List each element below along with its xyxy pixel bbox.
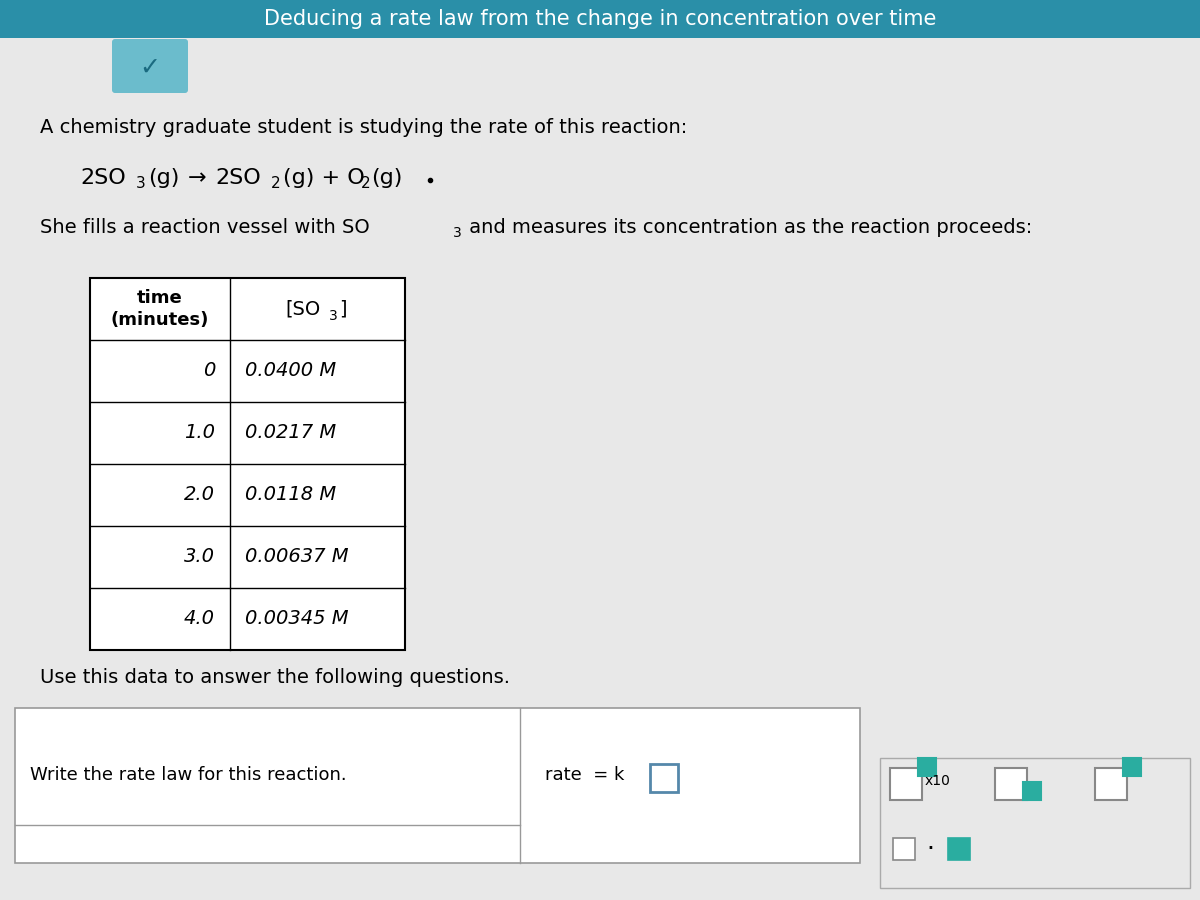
Text: 0.00345 M: 0.00345 M	[245, 609, 349, 628]
Text: 3.0: 3.0	[184, 547, 215, 566]
Text: →: →	[188, 168, 206, 188]
Bar	[918, 758, 936, 776]
Text: ·: ·	[926, 837, 934, 861]
Bar	[14, 708, 860, 863]
Text: 2SO: 2SO	[80, 168, 126, 188]
Text: rate  = k: rate = k	[545, 767, 624, 785]
Text: 0.0400 M: 0.0400 M	[245, 362, 336, 381]
Text: Deducing a rate law from the change in concentration over time: Deducing a rate law from the change in c…	[264, 9, 936, 29]
Text: 2: 2	[271, 176, 281, 191]
Text: A chemistry graduate student is studying the rate of this reaction:: A chemistry graduate student is studying…	[40, 118, 688, 137]
FancyBboxPatch shape	[112, 39, 188, 93]
Text: She fills a reaction vessel with SO: She fills a reaction vessel with SO	[40, 218, 370, 237]
Text: [SO: [SO	[286, 300, 320, 319]
Bar	[1096, 768, 1127, 800]
Text: ✓: ✓	[139, 56, 161, 80]
Text: Write the rate law for this reaction.: Write the rate law for this reaction.	[30, 767, 347, 785]
Text: (g): (g)	[148, 168, 179, 188]
Text: 2: 2	[361, 176, 371, 191]
Text: 3: 3	[136, 176, 145, 191]
Text: 1.0: 1.0	[184, 424, 215, 443]
Bar	[880, 758, 1190, 888]
Text: 0: 0	[203, 362, 215, 381]
Text: time
(minutes): time (minutes)	[110, 289, 209, 329]
Text: (g) + O: (g) + O	[283, 168, 365, 188]
Bar	[948, 838, 970, 860]
Text: 0.00637 M: 0.00637 M	[245, 547, 349, 566]
Bar	[893, 838, 916, 860]
Bar	[995, 768, 1027, 800]
Bar	[0, 0, 1200, 38]
Text: (g): (g)	[371, 168, 402, 188]
Bar	[1022, 782, 1042, 800]
Text: 3: 3	[454, 226, 462, 240]
Text: 4.0: 4.0	[184, 609, 215, 628]
Text: 0.0118 M: 0.0118 M	[245, 485, 336, 505]
Text: 2SO: 2SO	[215, 168, 260, 188]
Text: 3: 3	[329, 309, 337, 323]
Bar	[90, 278, 406, 650]
Text: ]: ]	[340, 300, 347, 319]
Bar	[890, 768, 922, 800]
Text: 2.0: 2.0	[184, 485, 215, 505]
Text: and measures its concentration as the reaction proceeds:: and measures its concentration as the re…	[463, 218, 1032, 237]
Bar	[1123, 758, 1141, 776]
Text: Use this data to answer the following questions.: Use this data to answer the following qu…	[40, 668, 510, 687]
Text: x10: x10	[925, 774, 950, 788]
Bar	[650, 763, 678, 791]
Text: 0.0217 M: 0.0217 M	[245, 424, 336, 443]
